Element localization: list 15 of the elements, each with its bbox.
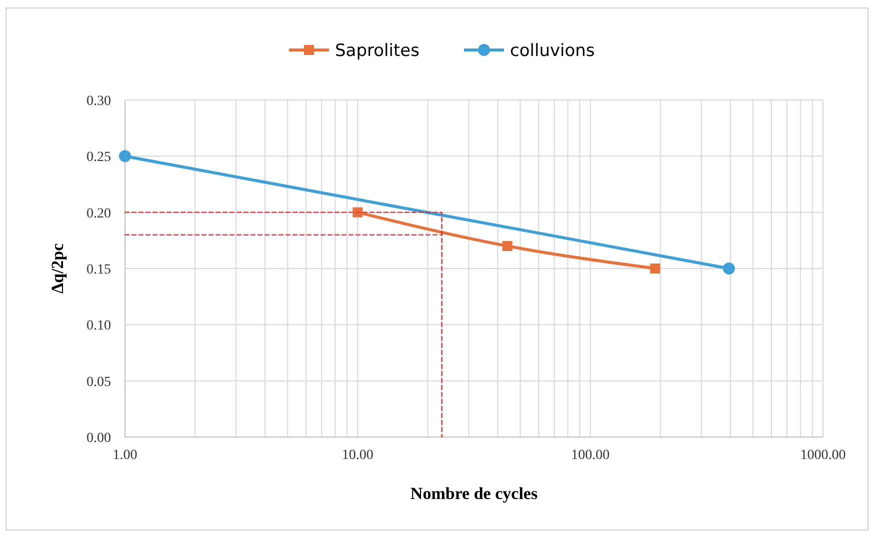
- y-tick-label: 0.30: [86, 94, 111, 109]
- y-tick-label: 0.15: [86, 262, 111, 278]
- x-axis-title: Nombre de cycles: [410, 484, 538, 503]
- y-tick-label: 0.00: [86, 431, 111, 446]
- y-axis-title: Δq/2pc: [48, 242, 67, 294]
- x-tick-label: 10.00: [342, 448, 374, 463]
- y-tick-label: 0.20: [86, 206, 111, 222]
- y-tick-label: 0.25: [86, 150, 111, 166]
- y-tick-label: 0.05: [86, 374, 111, 390]
- legend-label: Saprolites: [335, 41, 420, 61]
- y-tick-label: 0.10: [86, 318, 111, 334]
- x-tick-label: 1000.00: [800, 448, 846, 463]
- legend-label: colluvions: [510, 41, 595, 61]
- x-tick-label: 100.00: [571, 448, 610, 463]
- x-tick-label: 1.00: [112, 448, 138, 463]
